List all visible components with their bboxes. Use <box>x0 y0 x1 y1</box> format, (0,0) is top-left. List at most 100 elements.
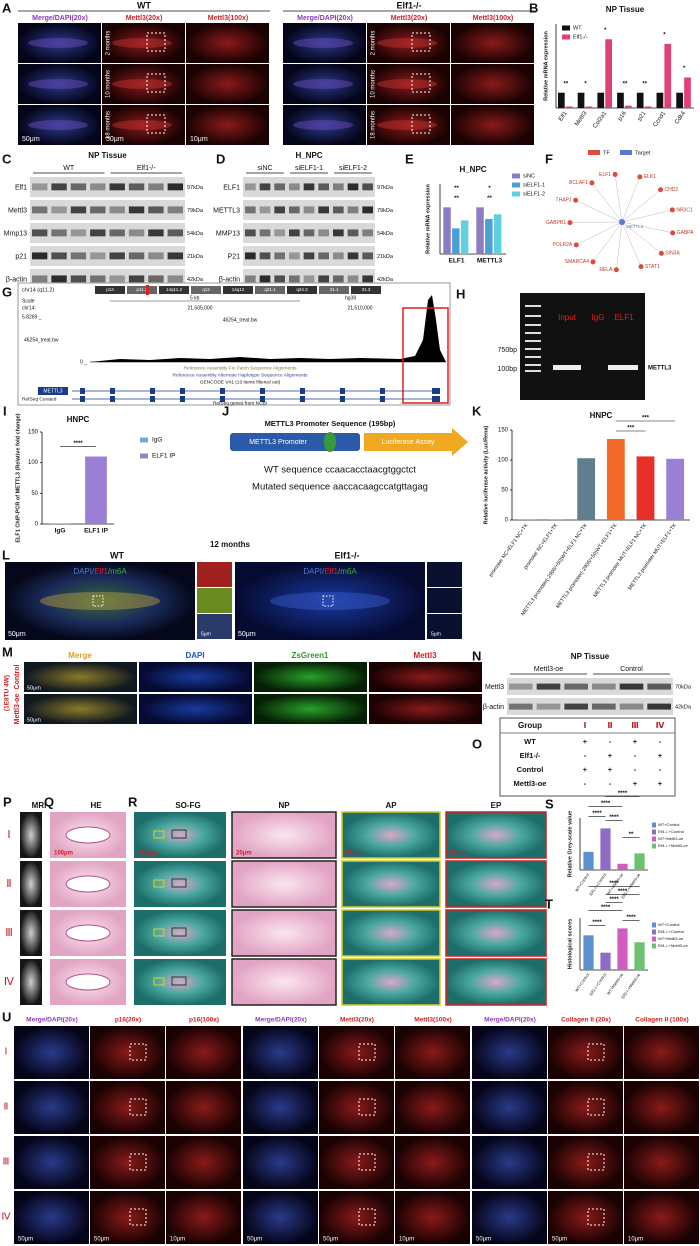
x-tick-label: METTL3 promoter(-2906/+50)WT+ELF1 NC+TK <box>520 522 589 617</box>
table-header: Ⅲ <box>631 721 639 730</box>
x-tick-label: Col2a1 <box>592 110 608 130</box>
column-label: Merge/DAPI(20x) <box>297 15 353 22</box>
track-title: RefSeq genes from NCBI <box>213 400 267 406</box>
image <box>20 812 42 858</box>
band <box>191 286 221 294</box>
group-label: siELF1-2 <box>339 165 367 172</box>
zoom-box <box>411 114 431 134</box>
band <box>259 206 271 214</box>
image <box>624 1081 699 1134</box>
significance: ** <box>629 832 634 838</box>
panel-letter: C <box>2 151 12 166</box>
legend-label: Elf1-/-+Control <box>658 829 684 834</box>
bar <box>636 456 655 520</box>
band <box>128 229 145 237</box>
image <box>395 1191 470 1244</box>
band <box>318 252 329 260</box>
image <box>20 910 42 956</box>
bar <box>583 935 594 970</box>
band <box>109 275 125 283</box>
image <box>341 909 441 957</box>
band <box>109 252 125 260</box>
scale: Scale <box>22 298 35 304</box>
marker-label: 750bp <box>498 347 518 354</box>
image <box>445 860 547 908</box>
image <box>451 23 534 63</box>
zoom-box <box>587 1043 605 1061</box>
bar <box>460 220 469 254</box>
node <box>638 264 644 270</box>
row-label: Ⅱ <box>6 878 11 890</box>
image <box>14 1026 89 1079</box>
chart-title: HNPC <box>590 411 613 420</box>
exon <box>110 388 115 394</box>
band-label: q21.1 <box>264 287 276 292</box>
band <box>245 252 256 260</box>
ladder-band <box>525 370 541 372</box>
column-label: Merge/DAPI(20x) <box>26 1017 78 1024</box>
image <box>445 909 547 957</box>
significance: **** <box>626 915 636 921</box>
group-label: (1E8TU 4W) <box>4 675 11 711</box>
edge <box>575 199 623 223</box>
image <box>341 860 441 908</box>
significance: * <box>584 81 587 87</box>
x-tick-label: Elf1-/-+Control <box>588 972 607 996</box>
bar <box>676 92 683 108</box>
zoom-box <box>411 32 431 52</box>
band <box>564 683 588 690</box>
image <box>134 910 226 956</box>
zoom-box <box>587 1153 605 1171</box>
track-title: RefSeq Curated <box>22 396 57 402</box>
band <box>318 229 329 237</box>
band <box>564 703 588 710</box>
image <box>319 1026 394 1079</box>
table-cell: - <box>634 751 637 760</box>
marker-label: 100bp <box>498 366 518 373</box>
band <box>70 229 87 237</box>
bar <box>605 39 612 108</box>
panel-title: METTL3 Promoter Sequence (195bp) <box>265 419 396 428</box>
exon <box>432 388 440 394</box>
x-tick-label: Ccnd1 <box>652 110 667 128</box>
tissue <box>293 79 353 89</box>
column-label: Merge/DAPI(20x) <box>32 15 88 22</box>
band <box>303 252 315 260</box>
tissue <box>270 592 390 610</box>
column-label: DAPI <box>185 651 204 660</box>
band <box>303 275 315 283</box>
position: chr14 (q11.2) <box>22 287 54 293</box>
blot <box>30 246 185 266</box>
gene-label: METTL3 <box>43 388 62 394</box>
image <box>14 1136 89 1189</box>
band <box>90 229 106 237</box>
image <box>472 1081 547 1134</box>
scale-bar: 50μm <box>552 1237 567 1243</box>
image <box>624 1191 699 1244</box>
size-label: 79kDa <box>187 208 204 214</box>
exon <box>110 396 115 402</box>
exon <box>260 396 265 402</box>
table-cell: Control <box>517 765 544 774</box>
bar <box>606 439 625 520</box>
image <box>243 1191 318 1244</box>
band <box>167 229 183 237</box>
panel-letter: O <box>472 736 482 751</box>
band <box>619 683 644 690</box>
protein-label: METTL3 <box>213 207 240 214</box>
significance: * <box>604 28 607 34</box>
band <box>362 252 373 260</box>
image <box>134 812 226 858</box>
bar <box>600 952 611 970</box>
scale-bar: 100μm <box>54 851 73 857</box>
bar <box>634 942 645 970</box>
exon <box>300 396 305 402</box>
image <box>243 1026 318 1079</box>
node-label: ELF1 <box>599 172 611 178</box>
track-min: 0 _ <box>80 359 87 365</box>
size-label: 21kDa <box>187 254 204 260</box>
scale-size: 5 kb <box>190 295 200 301</box>
stain-part: Elf1 <box>94 567 108 576</box>
disc <box>65 875 111 893</box>
band-label: 14q11.2 <box>166 287 182 292</box>
